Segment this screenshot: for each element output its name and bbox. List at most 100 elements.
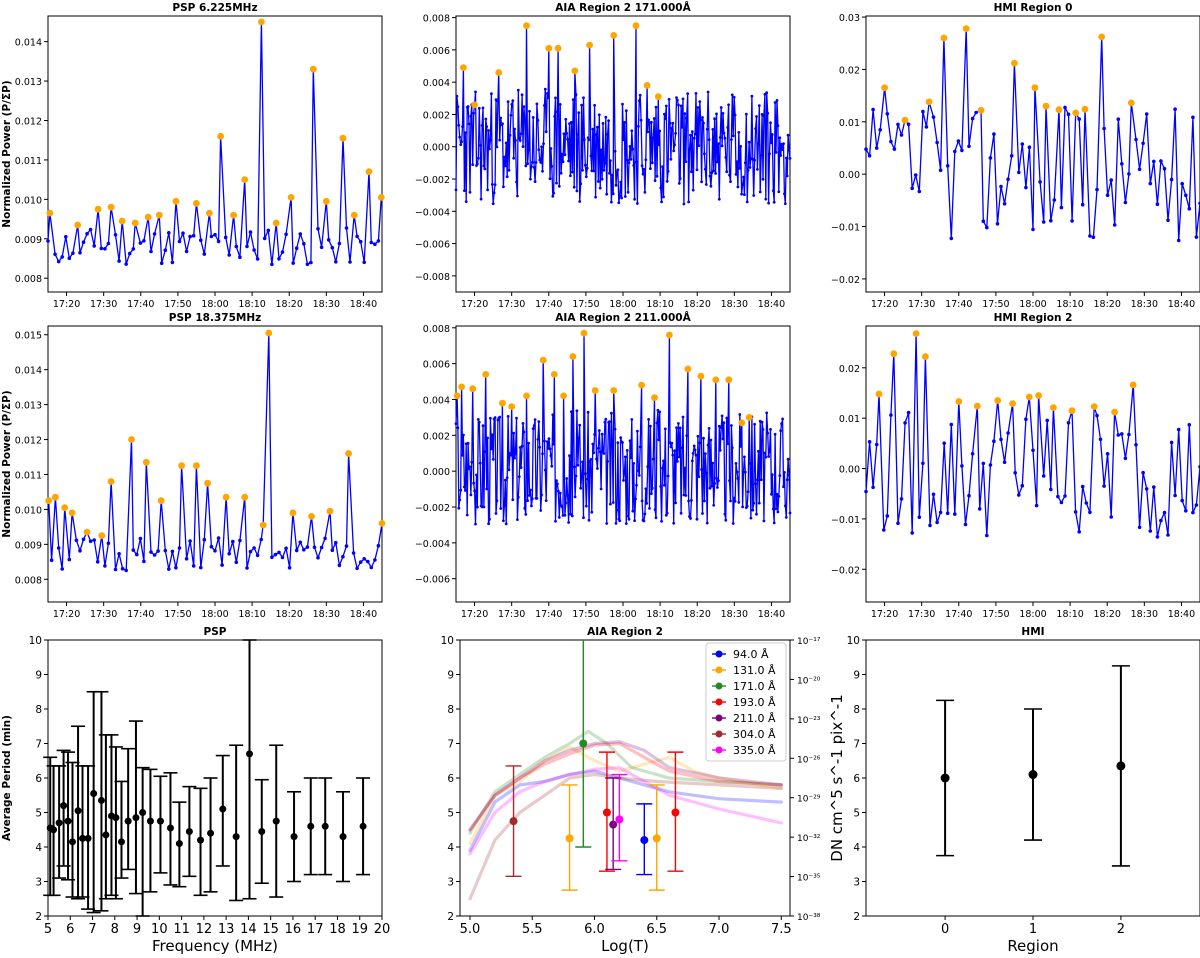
x-tick-label: 18:30 (721, 609, 748, 620)
data-point (623, 471, 626, 475)
data-point (1006, 177, 1010, 182)
peak-marker (46, 209, 54, 217)
data-point (255, 257, 260, 261)
data-point (359, 822, 367, 830)
data-point (522, 105, 526, 109)
data-point (733, 113, 737, 117)
data-point (974, 110, 978, 115)
data-point (476, 418, 480, 421)
data-point (1187, 206, 1192, 211)
x-tick-label: 18:40 (350, 609, 377, 620)
y-tick-label: 0.004 (423, 395, 450, 406)
chart-aia-period: AIA Region 2 2 3 4 5 6 7 8 9 10 5.0 5.5 6.0 6.5 7.0 7.5… (441, 626, 846, 955)
data-point (616, 441, 620, 445)
data-point (977, 507, 982, 511)
data-point (488, 147, 491, 151)
data-point (757, 501, 761, 505)
data-point (600, 177, 604, 181)
data-point (785, 478, 789, 482)
data-point (472, 481, 476, 485)
response-curve (468, 765, 783, 856)
peak-marker (178, 462, 186, 470)
data-point (573, 495, 577, 499)
data-point (528, 494, 531, 497)
data-point (1155, 202, 1160, 206)
data-point (1144, 112, 1149, 116)
data-point (772, 200, 776, 204)
data-point (1017, 170, 1021, 175)
data-point (555, 181, 558, 185)
data-point (639, 118, 643, 122)
peak-marker (940, 34, 948, 42)
data-point (611, 501, 615, 504)
data-point (232, 833, 240, 841)
response-curve (468, 772, 783, 901)
data-point (609, 820, 618, 829)
data-point (712, 169, 716, 173)
data-point (615, 508, 619, 512)
data-point (591, 127, 595, 131)
data-point (896, 122, 900, 127)
data-point (731, 522, 735, 525)
data-point (373, 242, 377, 246)
data-point (576, 463, 580, 467)
peak-marker (499, 399, 506, 407)
data-point (740, 192, 743, 196)
data-point (517, 475, 521, 478)
data-point (523, 506, 527, 510)
data-point (316, 227, 320, 231)
x-tick-label: 17:40 (945, 299, 972, 310)
data-point (60, 802, 68, 810)
y-tick-label: 0.000 (423, 467, 450, 478)
data-point (503, 478, 507, 482)
data-point (1017, 493, 1021, 497)
data-point (784, 156, 788, 160)
data-point (142, 239, 146, 243)
data-point (1152, 485, 1156, 489)
x-axis-label: Log(T) (601, 937, 649, 955)
data-point (583, 163, 587, 167)
data-point (613, 427, 617, 431)
data-point (1194, 503, 1199, 507)
peak-marker (258, 18, 265, 26)
data-point (579, 739, 588, 748)
y2-tick-label: 10⁻³² (797, 834, 821, 844)
data-point (681, 415, 685, 419)
peak-marker (922, 353, 929, 361)
data-point (376, 543, 381, 548)
data-point (323, 536, 327, 541)
data-point (762, 114, 766, 118)
data-point (552, 191, 556, 195)
data-point (102, 831, 110, 839)
data-point (1116, 433, 1121, 437)
legend-label: 94.0 Å (733, 648, 769, 661)
data-point (665, 180, 669, 183)
y-tick-label: 8 (853, 704, 860, 716)
x-tick-label: 18:00 (609, 299, 636, 310)
data-point (191, 564, 196, 568)
x-tick-label: 17:50 (572, 299, 599, 310)
x-tick-label: 17:20 (53, 609, 80, 620)
data-point (490, 183, 494, 186)
peak-marker (345, 450, 352, 457)
chart-title: HMI (1021, 626, 1044, 638)
x-tick-label: 17:50 (164, 609, 191, 620)
y-tick-label: 10 (847, 635, 860, 647)
x-axis-label: Region (1007, 937, 1058, 955)
x-tick-label: 11 (173, 922, 190, 937)
data-point (553, 115, 556, 118)
data-point (50, 826, 58, 834)
data-point (549, 147, 553, 150)
peak-marker (482, 371, 490, 378)
data-point (227, 253, 231, 257)
data-point (1070, 219, 1074, 223)
data-point (717, 142, 720, 146)
data-point (519, 466, 523, 469)
data-point (124, 262, 128, 266)
x-tick-label: 17:20 (461, 299, 488, 310)
data-point (1176, 427, 1181, 432)
data-point (704, 471, 708, 475)
peak-marker (962, 25, 970, 32)
data-point (563, 513, 567, 517)
data-point (1144, 487, 1149, 491)
